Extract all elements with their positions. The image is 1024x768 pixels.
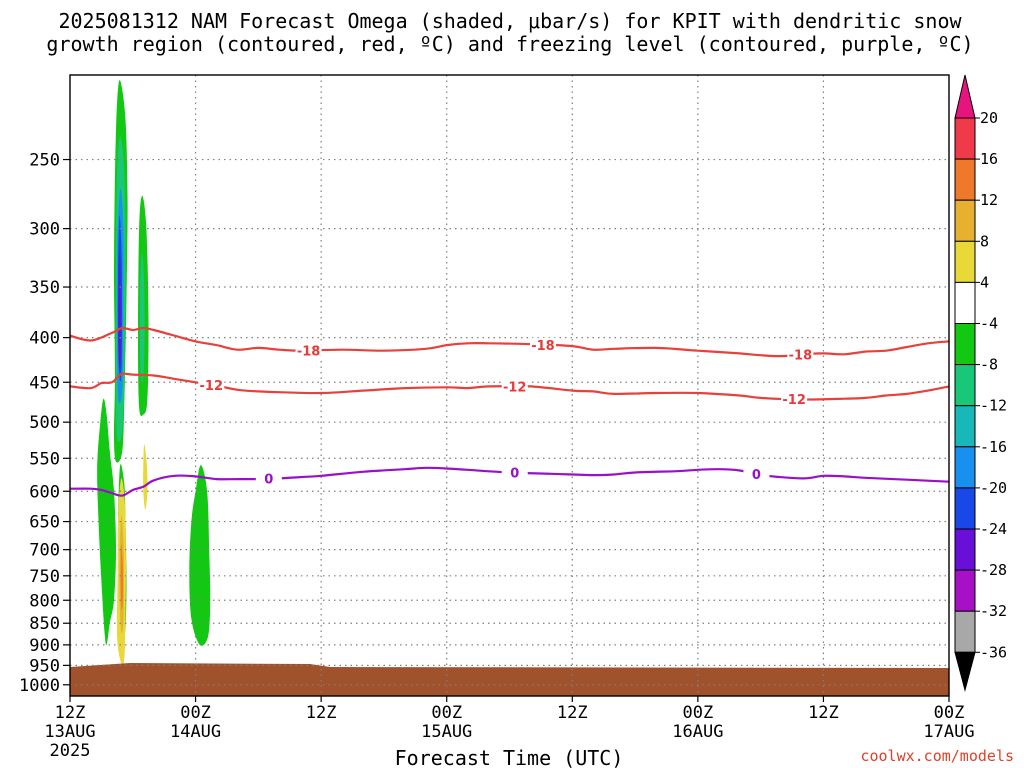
y-tick-label: 600 <box>29 482 60 502</box>
colorbar-bin <box>954 405 976 448</box>
contour-label-bg <box>781 392 808 407</box>
colorbar-label: -28 <box>980 561 1007 579</box>
colorbar-label: -36 <box>980 643 1007 661</box>
y-tick-label: 750 <box>29 567 60 587</box>
omega-area-4 <box>118 252 121 368</box>
omega-area-12 <box>143 444 148 510</box>
x-tick-label: 00Z <box>180 703 211 723</box>
chart-title-line1: 2025081312 NAM Forecast Omega (shaded, μ… <box>58 9 962 33</box>
x-tick-date: 15AUG <box>421 722 472 742</box>
omega-area-11 <box>120 544 123 610</box>
colorbar-label: -16 <box>980 438 1007 456</box>
colorbar-label: -32 <box>980 602 1007 620</box>
y-axis-ticks: 2503003504004505005506006507007508008509… <box>19 151 70 696</box>
y-tick-label: 1000 <box>19 676 60 696</box>
contour-labels: -18 -18 -18 -12 -12 -12 0 0 0 <box>198 337 814 488</box>
contour-label: -12 <box>503 380 527 395</box>
colorbar-label: 8 <box>980 232 989 250</box>
x-tick-label: 00Z <box>431 703 462 723</box>
chart-title-line2: growth region (contoured, red, ºC) and f… <box>46 32 973 56</box>
y-tick-label: 350 <box>29 278 60 298</box>
y-tick-label: 950 <box>29 656 60 676</box>
x-tick-year: 2025 <box>50 741 91 761</box>
colorbar-bin <box>954 528 976 571</box>
y-tick-label: 400 <box>29 329 60 349</box>
contour-label-bg <box>501 379 528 394</box>
y-tick-label: 900 <box>29 636 60 656</box>
y-tick-label: 250 <box>29 151 60 171</box>
contour-label-bg <box>255 471 282 486</box>
colorbar-label: 20 <box>980 109 998 127</box>
colorbar-label: -20 <box>980 479 1007 497</box>
omega-area-13 <box>189 465 211 646</box>
contour-label: 0 <box>510 467 519 482</box>
colorbar-bin <box>954 446 976 489</box>
x-tick-label: 12Z <box>557 703 588 723</box>
colorbar-label: -24 <box>980 520 1007 538</box>
colorbar-bin <box>954 199 976 242</box>
y-tick-label: 850 <box>29 614 60 634</box>
contour-label: -18 <box>789 348 813 363</box>
x-tick-label: 00Z <box>682 703 713 723</box>
colorbar-bin <box>954 569 976 612</box>
terrain-fill <box>70 663 949 696</box>
contour-label: -12 <box>782 393 806 408</box>
y-tick-label: 700 <box>29 541 60 561</box>
y-tick-label: 550 <box>29 449 60 469</box>
plot-frame <box>69 74 950 697</box>
omega-area-6 <box>139 253 145 383</box>
contour-label-bg <box>198 377 225 392</box>
contour-line <box>69 372 950 401</box>
omega-shading-layer <box>97 80 211 666</box>
grid-layer <box>70 75 949 696</box>
y-tick-label: 500 <box>29 413 60 433</box>
contour-label: 0 <box>752 468 761 483</box>
contour-line <box>69 326 950 358</box>
colorbar-top-arrow <box>954 74 976 119</box>
contour-label-bg <box>501 465 528 480</box>
x-tick-date: 14AUG <box>170 722 221 742</box>
contour-label-bg <box>295 343 322 358</box>
x-tick-date: 17AUG <box>923 722 974 742</box>
colorbar-label: -12 <box>980 397 1007 415</box>
omega-area-7 <box>97 398 116 646</box>
x-tick-label: 12Z <box>55 703 86 723</box>
colorbar-bin <box>954 610 976 653</box>
terrain-layer <box>70 663 949 696</box>
y-tick-label: 650 <box>29 513 60 533</box>
colorbar-bin <box>954 364 976 407</box>
colorbar-bin <box>954 117 976 160</box>
colorbar-bin <box>954 158 976 201</box>
x-tick-label: 12Z <box>808 703 839 723</box>
colorbar-bin <box>954 281 976 324</box>
y-tick-label: 300 <box>29 220 60 240</box>
colorbar-label: 4 <box>980 273 989 291</box>
colorbar: 20 16 12 8 4 -4 -8 -12 -16 -20 -24 -28 -32 -36 <box>954 74 1007 692</box>
colorbar-bin <box>954 487 976 530</box>
colorbar-label: -8 <box>980 356 998 374</box>
x-tick-date: 13AUG <box>44 722 95 742</box>
y-tick-label: 800 <box>29 591 60 611</box>
y-tick-label: 450 <box>29 373 60 393</box>
contour-label-bg <box>743 467 770 482</box>
contour-label: -18 <box>297 344 321 359</box>
contour-label: 0 <box>264 473 273 488</box>
contour-label-bg <box>529 337 556 352</box>
colorbar-label: -4 <box>980 315 998 333</box>
credit-text: coolwx.com/models <box>860 747 1014 765</box>
colorbar-bin <box>954 240 976 283</box>
colorbar-bottom-arrow <box>954 651 976 692</box>
x-tick-date: 16AUG <box>672 722 723 742</box>
colorbar-label: 16 <box>980 150 998 168</box>
contour-label: -18 <box>531 339 555 354</box>
x-axis-label: Forecast Time (UTC) <box>395 746 624 768</box>
x-tick-label: 12Z <box>306 703 337 723</box>
contour-label: -12 <box>200 379 224 394</box>
x-tick-label: 00Z <box>934 703 965 723</box>
colorbar-bin <box>954 323 976 366</box>
contour-label-bg <box>787 347 814 362</box>
colorbar-label: 12 <box>980 191 998 209</box>
